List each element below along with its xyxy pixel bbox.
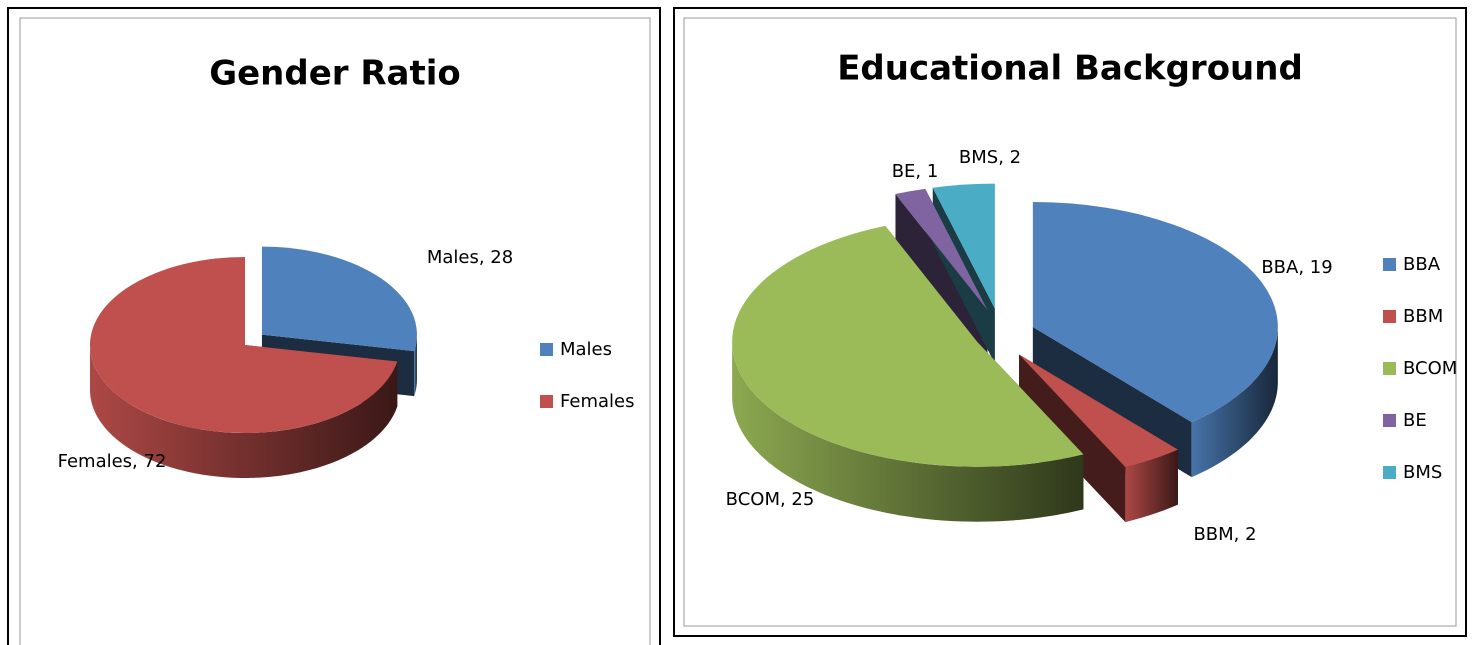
data-label: BBA, 19 [1261, 257, 1332, 278]
pie-slice [1019, 354, 1178, 468]
pie-slice [1032, 201, 1278, 423]
slice-side [90, 345, 398, 478]
legend-swatch [540, 395, 553, 408]
legend-swatch [1383, 258, 1396, 271]
legend-label: BCOM [1403, 358, 1457, 379]
legend-swatch [1383, 414, 1396, 427]
slice-side [732, 341, 1084, 522]
panel-border [7, 7, 661, 645]
chart-title: Educational Background [837, 49, 1303, 89]
data-label: BMS, 2 [959, 147, 1021, 168]
legend-label: Females [560, 391, 634, 412]
legend-swatch [1383, 310, 1396, 323]
chart-frame [19, 17, 651, 645]
legend-label: BMS [1403, 462, 1442, 483]
slice-wall [1019, 354, 1126, 523]
slice-side [414, 334, 417, 397]
pie-slice [732, 225, 1084, 467]
legend-label: BBM [1403, 306, 1443, 327]
legend-label: BE [1403, 410, 1427, 431]
legend-label: Males [560, 339, 612, 360]
data-label: Females, 72 [58, 451, 167, 472]
legend-swatch [540, 343, 553, 356]
slice-side [1125, 449, 1178, 523]
pie-slice [932, 183, 995, 309]
legend-label: BBA [1403, 254, 1441, 275]
pie-slice [261, 246, 417, 352]
data-label: BCOM, 25 [726, 489, 815, 510]
slice-side [1191, 326, 1278, 478]
data-label: Males, 28 [427, 247, 513, 268]
chart-frame [683, 17, 1457, 627]
panel-border [673, 7, 1467, 637]
pie-slice [89, 257, 398, 434]
legend-swatch [1383, 466, 1396, 479]
data-label: BBM, 2 [1193, 524, 1256, 545]
pie-slice [895, 188, 988, 310]
legend-swatch [1383, 362, 1396, 375]
slice-wall [895, 193, 988, 365]
data-label: BE, 1 [892, 161, 939, 182]
chart-title: Gender Ratio [209, 54, 461, 94]
